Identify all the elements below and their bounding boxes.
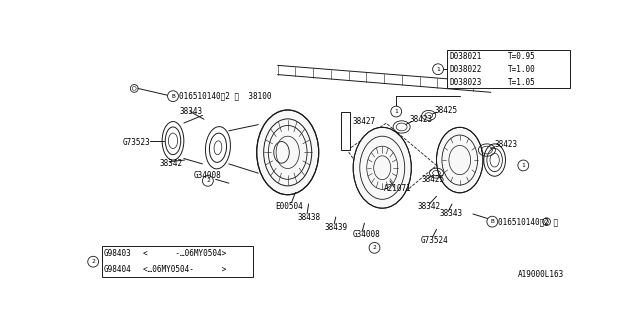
Text: 38427: 38427 <box>353 117 376 126</box>
Ellipse shape <box>257 110 319 195</box>
Text: 38423: 38423 <box>410 115 433 124</box>
Text: 38342: 38342 <box>418 202 441 211</box>
Circle shape <box>518 160 529 171</box>
Text: 016510140（2 ）  38100: 016510140（2 ） 38100 <box>179 92 272 101</box>
Text: 38343: 38343 <box>179 107 202 116</box>
Text: 2: 2 <box>206 178 210 183</box>
Text: 1: 1 <box>436 67 440 72</box>
Bar <box>102 246 253 277</box>
Text: <      -…06MY0504>: < -…06MY0504> <box>143 250 226 259</box>
Ellipse shape <box>353 127 412 208</box>
Text: 38342: 38342 <box>159 159 182 168</box>
Text: 38439: 38439 <box>324 222 348 232</box>
Text: T=1.00: T=1.00 <box>508 65 536 74</box>
Text: 1: 1 <box>522 163 525 168</box>
Bar <box>341 112 351 150</box>
Text: 38425: 38425 <box>421 175 444 184</box>
Text: 38343: 38343 <box>440 210 463 219</box>
Text: 38423: 38423 <box>495 140 518 149</box>
Text: 1: 1 <box>394 109 398 114</box>
Circle shape <box>168 91 179 101</box>
Text: B: B <box>171 94 175 99</box>
Text: 38425: 38425 <box>435 106 458 115</box>
Text: A19000L163: A19000L163 <box>518 270 564 279</box>
Text: G98403: G98403 <box>104 250 132 259</box>
Text: D038022: D038022 <box>450 65 482 74</box>
Text: 016510140（2 ）: 016510140（2 ） <box>499 217 559 226</box>
Ellipse shape <box>436 127 483 193</box>
Text: D038021: D038021 <box>450 52 482 61</box>
Text: E00504: E00504 <box>275 202 303 211</box>
Text: 2: 2 <box>92 259 95 264</box>
Text: T=1.05: T=1.05 <box>508 77 536 86</box>
Circle shape <box>202 175 213 186</box>
Bar <box>447 50 570 88</box>
Text: 2: 2 <box>372 245 376 250</box>
Text: A21071: A21071 <box>384 184 412 193</box>
Text: G98404: G98404 <box>104 265 132 274</box>
Text: B: B <box>490 219 494 224</box>
Text: G34008: G34008 <box>353 230 381 239</box>
Circle shape <box>88 256 99 267</box>
Text: <…06MY0504-      >: <…06MY0504- > <box>143 265 226 274</box>
Text: G73524: G73524 <box>421 236 449 245</box>
Circle shape <box>433 64 444 75</box>
Text: T=0.95: T=0.95 <box>508 52 536 61</box>
Text: G73523: G73523 <box>123 138 150 147</box>
Text: D038023: D038023 <box>450 77 482 86</box>
Text: G34008: G34008 <box>194 171 221 180</box>
Text: 38438: 38438 <box>297 212 320 221</box>
Circle shape <box>391 106 402 117</box>
Circle shape <box>369 243 380 253</box>
Circle shape <box>487 216 498 227</box>
